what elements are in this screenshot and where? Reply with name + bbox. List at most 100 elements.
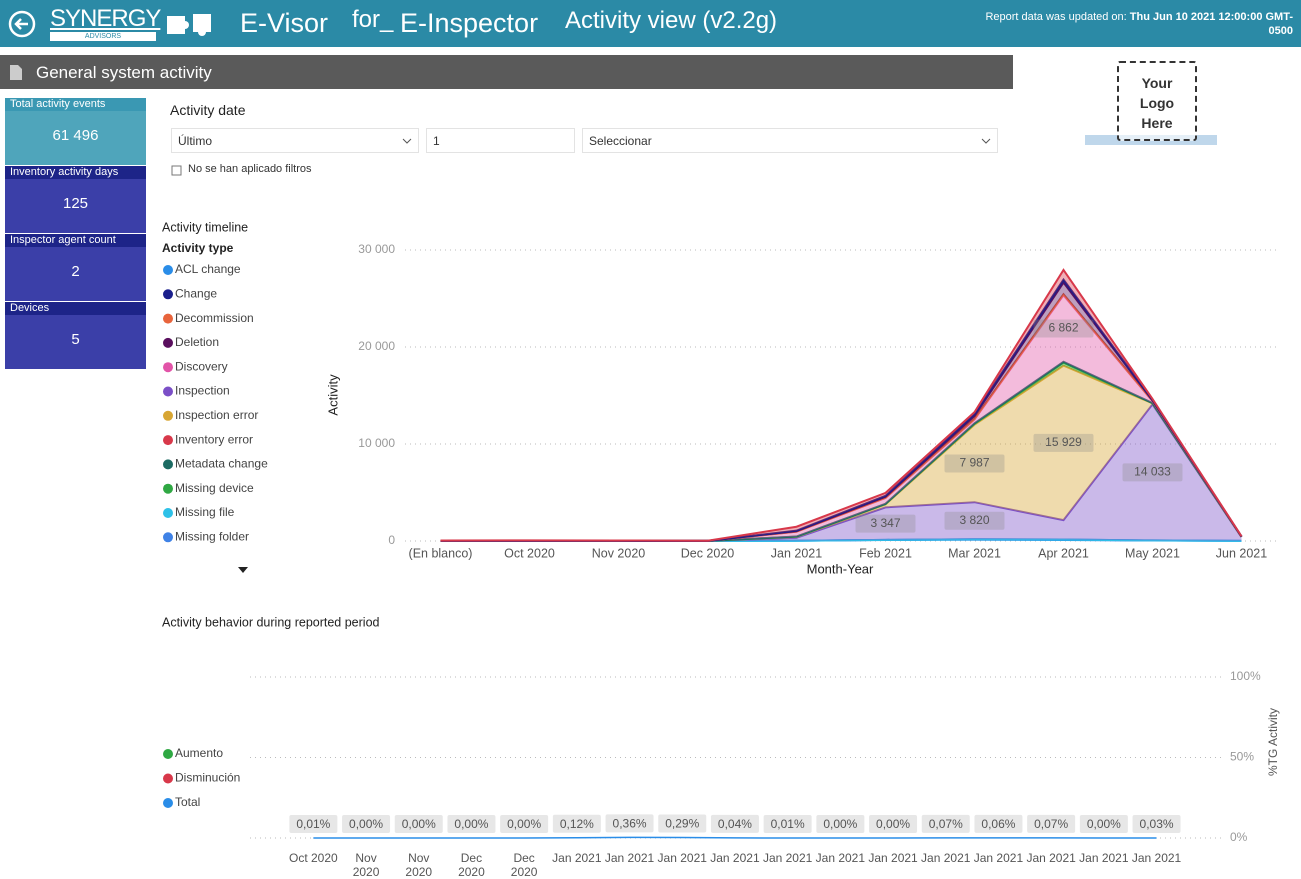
legend-marker — [163, 265, 173, 275]
value-label-box — [1079, 815, 1128, 833]
view-title: Activity view (v2.2g) — [565, 7, 778, 34]
mode-value: Último — [178, 134, 213, 148]
value-label: 6 862 — [1048, 321, 1078, 335]
card-label: Inspector agent count — [5, 234, 146, 247]
value-label-box — [658, 814, 707, 833]
page-bar: General system activity — [0, 55, 1013, 89]
x-tick-label: May 2021 — [1125, 546, 1180, 560]
value-label-box — [944, 511, 1005, 530]
value-label: 0,07% — [1034, 817, 1068, 831]
header: SYNERGY ADVISORS E-Visor for_ E-Inspecto… — [0, 0, 1301, 47]
value-label: 0,00% — [402, 817, 436, 831]
value-label: 0,00% — [454, 817, 488, 831]
legend-label: Change — [175, 286, 217, 300]
value-label-box — [605, 814, 654, 833]
value-label: 0,00% — [507, 817, 541, 831]
x-axis-title: Month-Year — [807, 561, 874, 576]
update-info: Report data was updated on: Thu Jun 10 2… — [985, 10, 1293, 38]
y-tick-label: 50% — [1230, 750, 1254, 764]
filter-icon — [171, 165, 182, 176]
value-label: 3 820 — [959, 513, 989, 527]
legend-marker — [163, 532, 173, 543]
value-label: 0,01% — [771, 817, 805, 831]
value-label-box — [763, 814, 812, 833]
legend-scroll — [238, 567, 248, 573]
unit-dropdown[interactable]: Seleccionar — [582, 128, 998, 153]
count-value: 1 — [433, 134, 440, 148]
value-label: 0,07% — [929, 817, 963, 831]
legend-marker — [163, 435, 173, 446]
value-label: 14 033 — [1134, 465, 1171, 479]
value-label: 0,12% — [560, 817, 594, 831]
value-label: 0,01% — [296, 817, 330, 831]
value-label-box — [289, 814, 338, 833]
value-label: 0,04% — [718, 817, 752, 831]
brand-sub: ADVISORS — [50, 32, 156, 41]
x-tick-label: (En blanco) — [409, 546, 473, 560]
legend-label: Inspection — [175, 384, 230, 398]
legend-marker — [163, 337, 173, 348]
x-tick-label: Dec 2020 — [681, 546, 735, 560]
value-label-box — [710, 814, 759, 833]
y-tick-label: 0% — [1230, 830, 1248, 844]
line — [313, 836, 1157, 839]
card-value: 61 496 — [52, 127, 99, 144]
value-label-box — [855, 514, 916, 533]
card-label: Total activity events — [5, 98, 146, 111]
card: Inventory activity days 125 — [5, 166, 146, 233]
legend-marker — [163, 459, 173, 470]
legend-label: Decommission — [175, 311, 254, 325]
legend-label: Deletion — [175, 335, 219, 349]
card-value: 2 — [71, 263, 80, 280]
filter-status: No se han aplicado filtros — [188, 163, 312, 175]
x-tick-label: Jun 2021 — [1216, 546, 1267, 560]
area-edge — [440, 268, 1243, 542]
value-label: 0,00% — [876, 817, 910, 831]
value-label-box — [447, 815, 496, 833]
legend-label: Aumento — [175, 746, 223, 760]
value-label-box — [500, 815, 549, 833]
value-label-box — [1033, 319, 1094, 338]
value-label-box — [552, 814, 601, 833]
x-tick-label: Feb 2021 — [859, 546, 912, 560]
x-tick-label: Nov 2020 — [592, 546, 646, 560]
y-tick-label: 20 000 — [358, 339, 395, 353]
value-label: 0,29% — [665, 817, 699, 831]
y-tick-label: 10 000 — [358, 436, 395, 450]
brand: SYNERGY — [50, 5, 161, 32]
y-tick-label: 30 000 — [358, 242, 395, 256]
value-label-box — [1122, 463, 1183, 482]
card: Inspector agent count 2 — [5, 234, 146, 301]
legend-label: Metadata change — [175, 457, 268, 471]
card: Devices 5 — [5, 302, 146, 369]
logo-placeholder: Your Logo Here — [1117, 61, 1197, 141]
value-label: 7 987 — [959, 456, 989, 470]
value-label: 0,00% — [1087, 817, 1121, 831]
value-label-box — [1132, 814, 1181, 833]
y-tick-label: 0 — [388, 533, 395, 547]
target: E-Inspector — [400, 8, 539, 38]
card-value: 125 — [62, 195, 89, 212]
legend-label: Missing folder — [175, 529, 249, 543]
count-input[interactable]: 1 — [426, 128, 575, 153]
legend-label: Disminución — [175, 771, 240, 785]
legend-marker — [163, 289, 173, 300]
area — [440, 295, 1242, 541]
legend-label: Total — [175, 795, 200, 809]
x-tick-label: Mar 2021 — [948, 546, 1001, 560]
chart-title: Activity behavior during reported period — [162, 615, 380, 629]
product: E-Visor — [240, 8, 329, 38]
value-label: 0,00% — [823, 817, 857, 831]
value-label: 0,03% — [1140, 817, 1174, 831]
value-label: 0,36% — [613, 817, 647, 831]
mode-dropdown[interactable]: Último — [171, 128, 419, 153]
legend-marker — [163, 410, 173, 421]
back-button[interactable] — [8, 10, 36, 38]
legend-label: Discovery — [175, 359, 228, 373]
chevron — [402, 138, 412, 144]
legend-marker — [163, 749, 173, 759]
chart-title: Activity timeline — [162, 220, 248, 234]
value-label-box — [394, 815, 443, 833]
